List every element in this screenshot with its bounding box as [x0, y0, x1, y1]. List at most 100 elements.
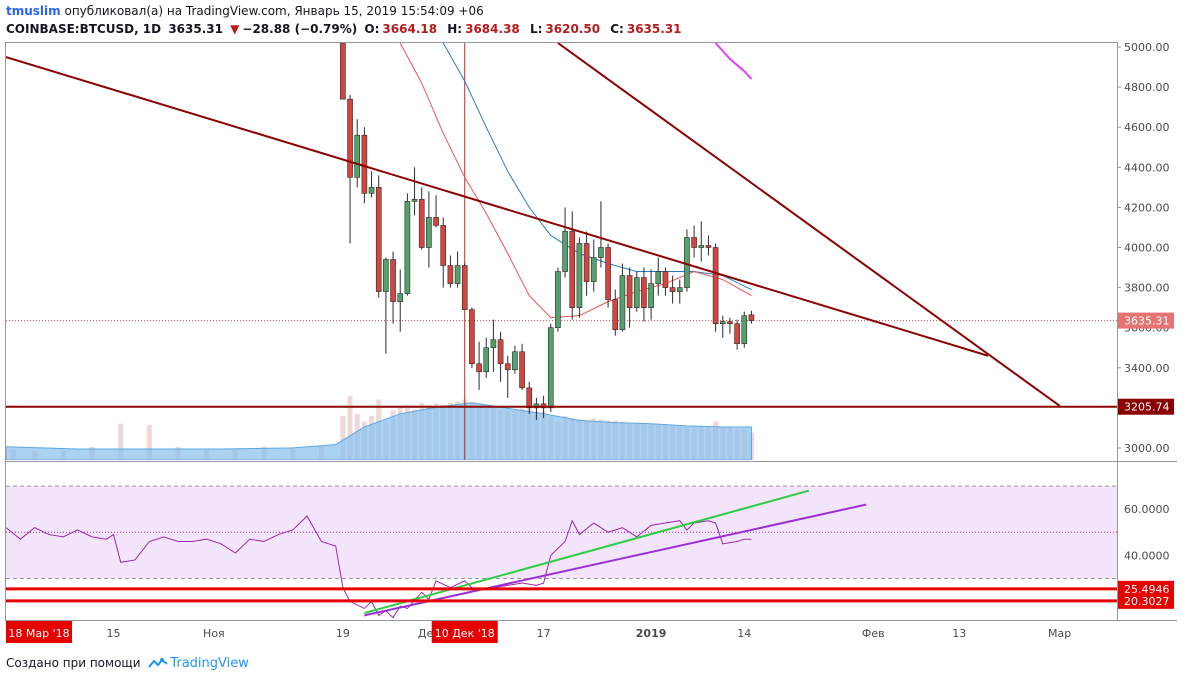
- candle-body-down: [497, 339, 504, 365]
- time-tick-label: 13: [952, 627, 966, 640]
- candle: [612, 289, 619, 336]
- candle: [411, 167, 418, 216]
- price-tick-label: 3400.00: [1124, 362, 1170, 375]
- candle-body-down: [612, 299, 619, 330]
- candle: [655, 257, 662, 296]
- candle-body-up: [555, 271, 561, 328]
- candle-body-down: [469, 309, 475, 365]
- candle: [383, 257, 389, 354]
- candle: [619, 263, 626, 332]
- candle: [698, 221, 705, 262]
- candle-body-down: [361, 134, 368, 194]
- candle: [469, 307, 475, 368]
- publish-info: опубликовал(а) на TradingView.com, Январ…: [64, 4, 484, 18]
- candle: [669, 275, 676, 304]
- candle-body-up: [619, 275, 626, 330]
- price-pane: [6, 43, 1117, 460]
- candle: [633, 271, 640, 312]
- candle: [440, 217, 447, 288]
- candle: [404, 193, 411, 296]
- candle-body-up: [411, 199, 418, 202]
- price-tick-label: 3800.00: [1124, 282, 1170, 295]
- tradingview-logo-icon: [148, 657, 168, 668]
- candle-body-up: [684, 237, 690, 288]
- candle: [576, 237, 583, 318]
- candle: [598, 201, 604, 268]
- candle: [712, 243, 719, 332]
- candle: [397, 269, 404, 332]
- low-label: L:: [529, 22, 543, 36]
- candle-body-down: [583, 243, 590, 282]
- candle: [375, 175, 382, 298]
- candle-body-down: [347, 98, 353, 178]
- symbol-label: COINBASE:BTCUSD, 1D: [6, 22, 162, 36]
- candle-body-down: [669, 287, 676, 292]
- last-price-badge-label: 3635.31: [1124, 315, 1170, 328]
- trendline-1[interactable]: [6, 56, 989, 357]
- time-tick-label: 2019: [636, 627, 667, 640]
- open-label: O:: [364, 22, 380, 36]
- candle: [490, 319, 497, 372]
- candle: [569, 211, 576, 320]
- candle: [497, 331, 504, 382]
- candle-body-down: [526, 387, 533, 409]
- candle: [483, 337, 490, 378]
- chart-header-ohlc: COINBASE:BTCUSD, 1D 3635.31 ▼ −28.88 (−0.…: [6, 22, 688, 36]
- cursor-date-flag: [431, 621, 498, 643]
- candle-body-up: [648, 283, 654, 308]
- rsi-trendline-purple[interactable]: [364, 503, 867, 617]
- candle: [641, 267, 647, 322]
- price-tick-label: 4200.00: [1124, 201, 1170, 214]
- time-tick-label: 17: [537, 627, 551, 640]
- candle: [368, 171, 375, 198]
- rsi-trendline-green[interactable]: [364, 489, 810, 615]
- candle: [519, 343, 525, 390]
- rsi-pane: [6, 485, 1117, 619]
- price-tick-label: 4800.00: [1124, 81, 1170, 94]
- candle: [555, 267, 561, 332]
- high-value: 3684.38: [465, 22, 520, 36]
- candle-body-down: [447, 265, 454, 284]
- candle-body-down: [519, 351, 525, 389]
- candle: [727, 317, 733, 334]
- candle-body-down: [440, 225, 447, 266]
- left-date-flag: [6, 621, 72, 643]
- author-name[interactable]: tmuslim: [6, 4, 61, 18]
- candle: [605, 243, 611, 308]
- candle-body-down: [390, 259, 396, 302]
- rsi-tick-label: 40.0000: [1124, 549, 1170, 562]
- candle-body-down: [727, 321, 733, 324]
- candle-body-down: [569, 231, 576, 308]
- trendline-2[interactable]: [557, 43, 1061, 407]
- candle: [705, 235, 712, 256]
- price-chart[interactable]: 3000.003200.003400.003600.003800.004000.…: [0, 0, 1188, 650]
- candle: [662, 267, 669, 296]
- candle: [447, 255, 454, 288]
- candle-body-down: [340, 43, 346, 100]
- ma-slow-line: [442, 43, 752, 291]
- candle-body-up: [676, 287, 683, 292]
- candle: [426, 191, 432, 268]
- candle-body-down: [662, 271, 669, 288]
- candle-body-up: [354, 134, 361, 178]
- candle: [684, 229, 690, 292]
- footer: Создано при помощи TradingView: [6, 656, 249, 671]
- candle: [476, 341, 482, 390]
- candle: [512, 345, 518, 374]
- candle-body-up: [454, 265, 461, 284]
- candle-body-up: [368, 187, 375, 194]
- candle-body-up: [383, 259, 389, 292]
- last-price: 3635.31: [168, 22, 223, 36]
- candle-body-up: [598, 247, 604, 258]
- candle-body-down: [691, 237, 697, 248]
- cursor-date-flag-label: 10 Дек '18: [435, 627, 495, 640]
- rsi-level-badge: [1118, 592, 1174, 609]
- open-value: 3664.18: [382, 22, 438, 36]
- candle: [433, 195, 439, 228]
- rsi-level-badge-label: 20.3027: [1124, 595, 1170, 608]
- candle: [590, 239, 597, 292]
- candle-body-down: [504, 363, 511, 371]
- candle-body-down: [734, 323, 740, 345]
- footer-brand[interactable]: TradingView: [170, 656, 249, 671]
- candle: [340, 43, 346, 100]
